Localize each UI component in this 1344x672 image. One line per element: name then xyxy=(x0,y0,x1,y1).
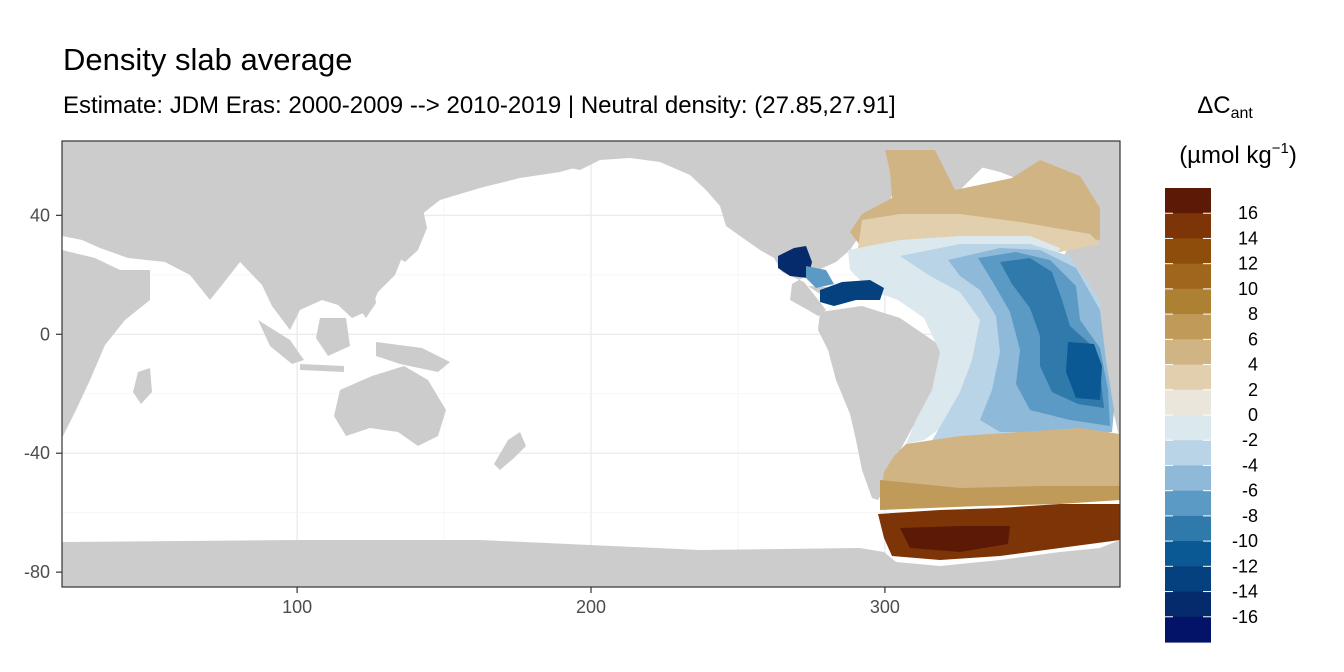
land-madagascar xyxy=(133,368,152,404)
x-tick-label: 200 xyxy=(576,597,606,617)
legend-swatch xyxy=(1165,465,1211,492)
legend-swatch xyxy=(1165,263,1211,290)
y-tick-label: -40 xyxy=(24,443,50,463)
legend-swatch xyxy=(1165,389,1211,416)
legend-swatch xyxy=(1165,440,1211,467)
legend-swatch xyxy=(1165,364,1211,391)
y-tick-label: -80 xyxy=(24,562,50,582)
legend-label: -6 xyxy=(1242,481,1258,501)
y-tick-label: 40 xyxy=(30,205,50,225)
field-weddell-shelf xyxy=(900,526,1010,552)
field-southern-ocean xyxy=(880,428,1120,502)
land-south-america xyxy=(818,306,944,500)
map-layer xyxy=(62,141,1120,587)
legend-label: -14 xyxy=(1232,582,1258,602)
legend-label: 4 xyxy=(1248,355,1258,375)
y-tick-label: 0 xyxy=(40,324,50,344)
legend-label: 0 xyxy=(1248,405,1258,425)
legend-swatch xyxy=(1165,188,1211,214)
land-java xyxy=(300,364,344,372)
field-caribbean-west xyxy=(806,266,834,288)
legend-swatch xyxy=(1165,566,1211,593)
legend-label: 6 xyxy=(1248,329,1258,349)
legend-label: -4 xyxy=(1242,455,1258,475)
legend-label: 8 xyxy=(1248,304,1258,324)
legend-label: 12 xyxy=(1238,254,1258,274)
land-new-guinea xyxy=(376,342,450,372)
legend-swatch xyxy=(1165,515,1211,542)
legend-swatch xyxy=(1165,339,1211,366)
legend-units: (µmol kg−1) xyxy=(1179,140,1297,169)
legend-label: -12 xyxy=(1232,556,1258,576)
legend-swatch xyxy=(1165,314,1211,340)
land-antarctica xyxy=(62,540,1120,587)
legend-swatch xyxy=(1165,213,1211,240)
chart-title: Density slab average xyxy=(63,42,353,77)
legend-swatch xyxy=(1165,238,1211,265)
legend-label: 10 xyxy=(1238,279,1258,299)
legend-swatch xyxy=(1165,541,1211,567)
legend-label: -16 xyxy=(1232,607,1258,627)
land-eurasia xyxy=(62,141,600,330)
land-sumatra xyxy=(258,320,304,364)
legend-label: 14 xyxy=(1238,228,1258,248)
legend-swatch xyxy=(1165,415,1211,441)
legend-swatch xyxy=(1165,616,1211,643)
field-eastern-tropical-atlantic xyxy=(1066,342,1102,400)
legend: ΔCant (µmol kg−1) 16 14 12 10 8 6 4 2 0 -2 -4 -6 -8 -10… xyxy=(1165,92,1297,643)
legend-label: -10 xyxy=(1232,531,1258,551)
land-new-zealand xyxy=(494,432,526,470)
land-north-america xyxy=(540,141,1120,316)
land-australia xyxy=(334,366,446,446)
land-borneo xyxy=(316,318,350,356)
land-japan xyxy=(396,205,427,262)
legend-swatch xyxy=(1165,490,1211,517)
x-tick-label: 100 xyxy=(282,597,312,617)
land-philippines xyxy=(354,276,376,318)
field-gulf-of-mexico xyxy=(778,246,812,278)
legend-swatch xyxy=(1165,288,1211,315)
chart-subtitle: Estimate: JDM Eras: 2000-2009 --> 2010-2… xyxy=(63,92,896,119)
x-tick-label: 300 xyxy=(870,597,900,617)
legend-title: ΔCant xyxy=(1197,92,1253,122)
land-africa-west xyxy=(62,250,150,438)
legend-label: 2 xyxy=(1248,380,1258,400)
field-southern-ocean-inner xyxy=(880,480,1120,510)
legend-label: -8 xyxy=(1242,506,1258,526)
field-caribbean-sea xyxy=(820,280,884,306)
legend-label: -2 xyxy=(1242,430,1258,450)
legend-swatch xyxy=(1165,591,1211,618)
legend-label: 16 xyxy=(1238,203,1258,223)
